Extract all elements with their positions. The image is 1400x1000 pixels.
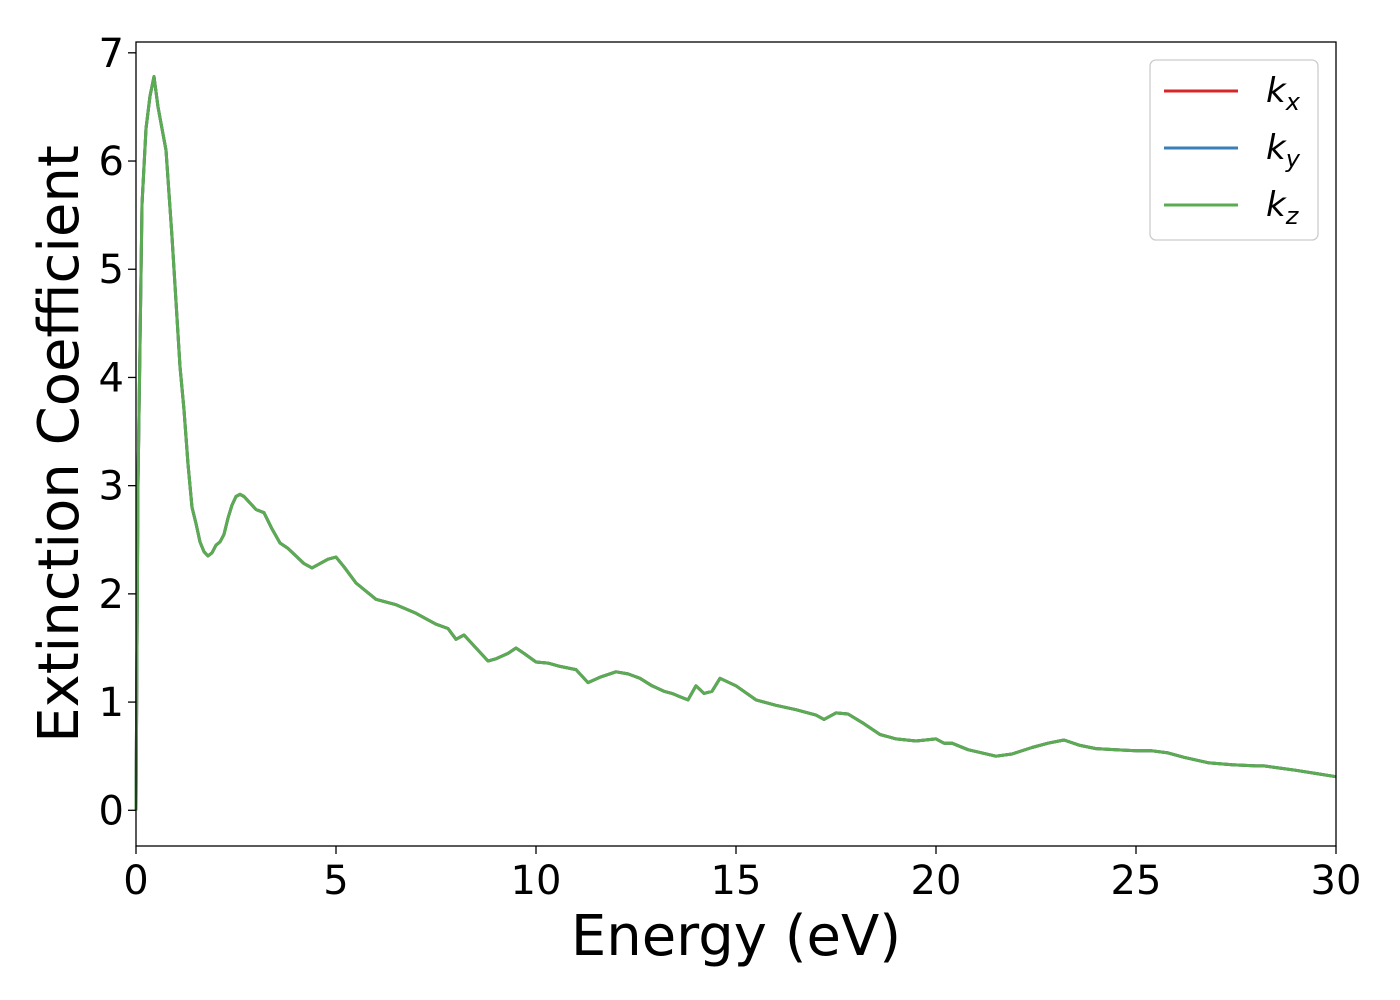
y-tick-label: 1 bbox=[99, 680, 124, 726]
plot-frame bbox=[135, 41, 1337, 847]
x-axis-ticks: 0 5 10 15 20 25 30 bbox=[123, 846, 1361, 904]
legend-label-subscript: y bbox=[1285, 145, 1301, 173]
y-axis-label: Extinction Coefficient bbox=[27, 145, 92, 743]
x-axis-label: Energy (eV) bbox=[571, 904, 901, 969]
x-tick-label: 15 bbox=[711, 858, 762, 904]
legend-label-ky: ky bbox=[1266, 128, 1301, 173]
y-tick-label: 4 bbox=[99, 355, 124, 401]
x-tick-label: 25 bbox=[1111, 858, 1162, 904]
legend-label-main: k bbox=[1266, 185, 1287, 225]
y-tick-label: 3 bbox=[99, 464, 124, 510]
legend-label-main: k bbox=[1266, 71, 1287, 111]
series-line-kz bbox=[134, 75, 1337, 811]
legend-box bbox=[1149, 59, 1319, 241]
x-tick-label: 5 bbox=[323, 858, 348, 904]
legend-label-subscript: z bbox=[1285, 202, 1300, 230]
legend-label-kx: kx bbox=[1266, 71, 1301, 116]
x-tick-label: 0 bbox=[123, 858, 148, 904]
plot-lines bbox=[134, 75, 1337, 811]
legend-label-subscript: x bbox=[1285, 88, 1301, 116]
x-tick-label: 30 bbox=[1311, 858, 1362, 904]
y-tick-label: 7 bbox=[99, 31, 124, 77]
legend-label-main: k bbox=[1266, 128, 1287, 168]
y-tick-label: 5 bbox=[99, 247, 124, 293]
legend-label-kz: kz bbox=[1266, 185, 1300, 230]
y-tick-label: 6 bbox=[99, 139, 124, 185]
y-axis-ticks: 0 1 2 3 4 5 6 7 bbox=[99, 31, 136, 834]
x-tick-label: 10 bbox=[511, 858, 562, 904]
y-tick-label: 2 bbox=[99, 572, 124, 618]
x-tick-label: 20 bbox=[911, 858, 962, 904]
y-tick-label: 0 bbox=[99, 788, 124, 834]
